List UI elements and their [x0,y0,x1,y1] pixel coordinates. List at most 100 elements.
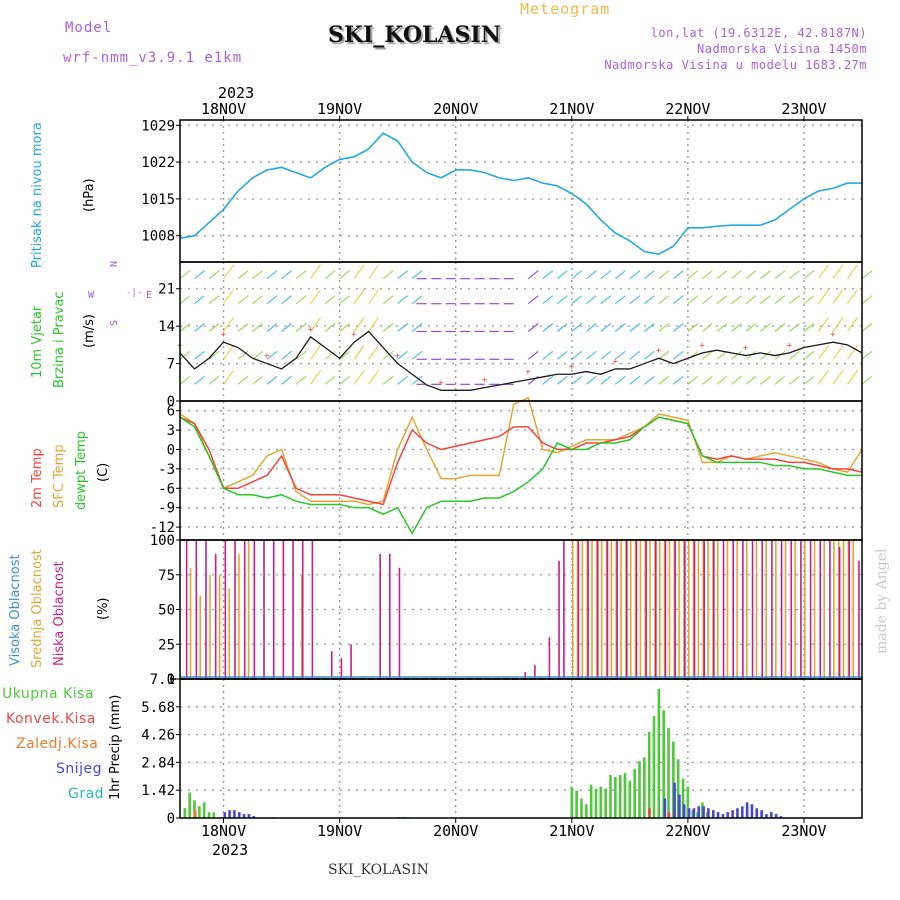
wind-tick-label: 14 [158,319,175,335]
cloud-low-bar [330,651,333,679]
convective-bar [648,808,651,818]
wind-arrow [295,323,307,332]
wind-arrow [266,350,278,360]
wind-arrow [208,295,220,305]
wind-arrow [571,350,583,360]
model-name: wrf-nmm_v3.9.1 e1km [63,50,243,66]
snow-bar [252,816,256,818]
rain-bar [599,786,603,818]
cloud-low-bar [534,665,536,679]
day-label-top: 22NOV [665,100,710,118]
snow-bar [223,812,227,818]
wind-gust-marker: + [308,325,314,335]
wind-arrow [223,317,235,332]
wind-arrow [368,344,380,360]
snow-bar [755,808,759,818]
rain-bar [589,784,593,818]
wind-arrow [179,295,191,305]
cloud-mid-bar [712,540,714,679]
cloud-tick-label: 75 [158,568,175,584]
wind-arrow [571,270,583,280]
cloud-low-bar [596,540,599,679]
cloud-mid-bar [765,540,767,679]
cloud-tick-label: 100 [150,533,175,549]
rain-bar [188,792,191,818]
cloud-mid-bar [813,540,816,679]
wind-arrow [411,375,423,385]
wind-arrow [237,375,249,385]
wind-arrow [223,344,235,360]
wind-arrow [368,264,380,280]
snow-bar [242,814,246,818]
wind-arrow [295,350,307,360]
wind-arrow [803,295,815,305]
snow-bar [736,808,739,818]
day-label-bottom: 22NOV [665,822,710,840]
footer-station: SKI_KOLASIN [328,862,429,878]
cloud-mid-bar [678,540,680,679]
snow-bar [233,810,236,818]
wind-arrow [585,270,597,280]
cloud-low-bar [606,540,609,679]
cloud-mid-bar [837,540,840,679]
wind-arrow [310,264,322,280]
wind-arrow [556,375,568,385]
wind-arrow [847,317,858,332]
wind-arrow [556,323,568,332]
temp-tick-label: -12 [150,520,175,536]
wind-arrow [324,295,336,305]
wind-arrow [817,289,829,305]
wind-arrow [614,323,626,332]
wind-gust-marker: + [743,344,749,354]
wind-arrow [861,295,873,305]
wind-arrow [658,375,670,385]
wind-arrow [310,344,322,360]
cloud-low-bar [819,540,822,679]
temp-tick-label: 3 [167,423,175,439]
wind-gust-marker: + [569,362,575,372]
cloud-mid-bar [687,540,690,679]
cloud-low-bar [616,540,618,679]
wind-arrow [760,270,771,280]
wind-gust-marker: + [395,352,401,362]
wind-arrow [832,264,844,280]
wind-arrow [382,270,394,280]
rain-bar [681,778,685,818]
cloud-mid-bar [301,574,303,679]
wind-gust-marker: + [351,330,357,340]
wind-arrow [411,323,423,332]
wind-arrow [397,375,409,385]
wind-arrow [774,270,786,280]
pressure-tick-label: 1022 [141,155,175,171]
wind-arrow [672,350,684,360]
cloud-mid-bar [755,540,758,679]
cloud-low-bar [243,540,246,679]
cloud-mid-bar [639,540,642,679]
freezing-bar [194,810,197,818]
wind-arrow [411,295,423,305]
compass-west: W [88,290,95,301]
wind-arrow [817,344,829,360]
cloud-mid-bar [581,540,584,679]
cloud-mid-bar [702,540,705,679]
wind-gust-marker: + [482,376,488,386]
wind-arrow [789,350,800,360]
snow-bar [726,812,730,818]
cloud-mid-bar [571,540,574,679]
cloud-mid-bar [804,540,806,679]
rain-bar [647,731,651,818]
wind-arrow [847,289,858,305]
rain-bar [638,761,641,818]
pressure-tick-label: 1008 [141,229,175,245]
cloud-low-bar [558,560,560,679]
rain-bar [183,808,187,818]
cloud-mid-bar [707,540,709,679]
wind-arrow [194,375,205,385]
snow-bar [716,812,720,818]
rain-bar [676,759,680,818]
cloud-mid-bar [218,574,221,679]
snow-bar [673,782,676,818]
snow-bar [745,802,749,818]
cloud-mid-bar [596,540,598,679]
wind-arrow [600,350,612,360]
